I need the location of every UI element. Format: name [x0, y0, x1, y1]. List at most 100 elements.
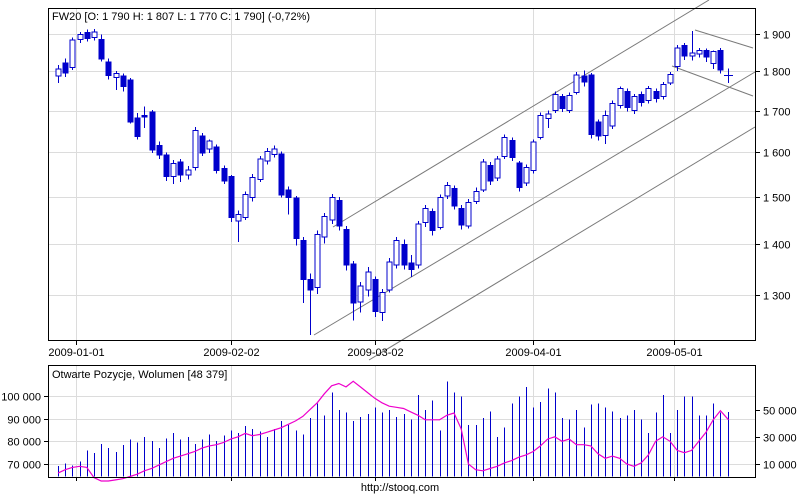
candle	[710, 51, 717, 65]
candle	[69, 39, 76, 68]
candle	[149, 111, 156, 151]
candle	[516, 162, 523, 189]
candle	[401, 243, 408, 266]
candle	[307, 279, 314, 291]
candle	[458, 207, 465, 226]
candle	[127, 79, 134, 123]
candle	[134, 117, 141, 138]
candle	[501, 136, 508, 158]
axis-tick-label: 70 000	[7, 460, 41, 472]
candle	[77, 33, 84, 40]
candle	[494, 158, 501, 179]
axis-tick-label: 1 300	[763, 291, 791, 303]
candle	[674, 47, 681, 68]
candle	[609, 102, 616, 127]
axis-tick-label: 2009-04-01	[505, 347, 561, 359]
candle	[192, 129, 199, 169]
candle	[681, 45, 688, 57]
candle	[645, 88, 652, 102]
candle	[156, 144, 163, 156]
candle	[552, 94, 559, 112]
candle	[429, 211, 436, 232]
candle	[264, 150, 271, 162]
axis-tick-label: 1 700	[763, 107, 791, 119]
candle	[588, 74, 595, 135]
stooq-url[interactable]: http://stooq.com	[361, 482, 439, 494]
candle	[242, 193, 249, 219]
candle	[257, 158, 264, 181]
candle	[451, 188, 458, 207]
candle	[185, 169, 192, 176]
volume-bars	[58, 381, 729, 477]
candle	[379, 292, 386, 313]
price-panel-frame	[48, 8, 756, 341]
candle	[415, 223, 422, 266]
axis-tick-label: 50 000	[763, 406, 797, 418]
volume-panel-frame	[48, 365, 756, 478]
axis-tick-label: 2009-03-02	[347, 347, 403, 359]
candle	[660, 84, 667, 98]
candlesticks	[55, 28, 724, 336]
candle	[437, 197, 444, 228]
candle	[667, 73, 674, 84]
candle	[473, 190, 480, 202]
candle	[602, 114, 609, 136]
candle	[465, 201, 472, 227]
candle	[365, 271, 372, 291]
candle	[285, 189, 292, 199]
candle	[530, 141, 537, 172]
candle	[321, 215, 328, 238]
candle	[199, 135, 206, 154]
candle	[141, 114, 148, 118]
candle	[487, 164, 494, 182]
axis-tick-label: 2009-01-01	[48, 347, 104, 359]
candle	[545, 113, 552, 120]
candle	[393, 239, 400, 266]
candle	[537, 114, 544, 138]
candle	[408, 262, 415, 270]
trendline	[671, 65, 754, 97]
candle	[581, 75, 588, 83]
candle	[573, 74, 580, 94]
candle	[422, 207, 429, 223]
candle	[523, 167, 530, 184]
candle	[566, 94, 573, 112]
price-plot-area[interactable]	[49, 9, 755, 340]
candle	[638, 94, 645, 104]
trendline	[368, 126, 756, 361]
candle	[84, 32, 91, 40]
axis-tick-label: 30 000	[763, 433, 797, 445]
candle	[696, 50, 703, 55]
open-interest	[57, 380, 729, 482]
candle	[595, 121, 602, 137]
candle	[300, 239, 307, 281]
candle	[617, 88, 624, 107]
trendline	[694, 29, 754, 49]
candle	[314, 234, 321, 288]
candle	[689, 52, 696, 57]
axis-tick-label: 1 500	[763, 193, 791, 205]
axis-tick-label: 100 000	[1, 392, 41, 404]
axis-tick-label: 2009-05-01	[646, 347, 702, 359]
candle	[703, 50, 710, 58]
candle	[120, 75, 127, 88]
candle	[329, 197, 336, 221]
volume-plot-area[interactable]	[49, 366, 755, 477]
open-interest-line	[57, 380, 729, 482]
chart-title: FW20 [O: 1 790 H: 1 807 L: 1 770 C: 1 79…	[52, 11, 310, 23]
candle	[717, 50, 724, 71]
candle	[62, 62, 69, 74]
candle	[386, 261, 393, 291]
candle	[293, 197, 300, 239]
candle	[235, 213, 242, 222]
candle	[213, 146, 220, 172]
trendline	[332, 0, 710, 228]
candle	[177, 161, 184, 176]
candle	[278, 153, 285, 196]
axis-tick-label: 80 000	[7, 437, 41, 449]
candle	[98, 38, 105, 60]
axis-tick-label: 10 000	[763, 460, 797, 472]
candle	[509, 139, 516, 159]
